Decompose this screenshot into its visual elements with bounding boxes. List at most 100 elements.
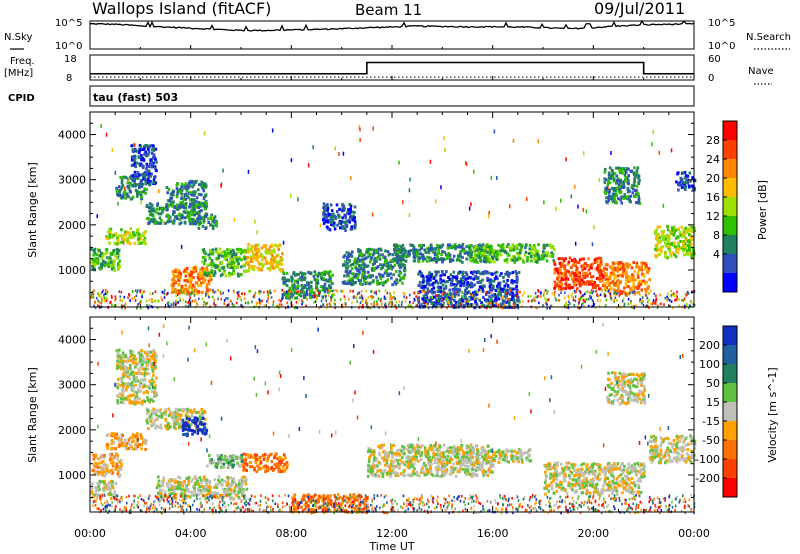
power-cell [347,218,351,222]
power-cell [154,147,158,151]
power-cell [207,253,210,257]
power-cell [322,221,326,225]
power-cell [687,233,691,237]
power-cell [144,150,147,154]
power-cell [343,295,346,298]
power-cell [596,263,600,267]
power-cell [505,296,508,300]
power-cell [667,240,671,244]
power-cell [351,301,353,305]
power-cell [118,194,122,197]
power-cell [272,300,275,303]
power-cell [329,213,332,216]
power-cell [209,251,212,255]
power-cell [479,272,482,276]
power-cell [683,186,686,190]
power-cell [598,277,601,280]
power-cell [225,297,227,300]
power-cell [145,165,149,169]
power-cell [136,175,139,179]
power-cell [617,197,620,201]
power-cell [201,266,204,270]
power-cell [617,166,620,170]
power-cell [316,298,318,301]
power-cell [544,251,548,255]
power-cell [389,272,392,276]
power-cell [656,225,660,229]
power-cell [143,152,146,156]
power-cell [251,300,253,304]
power-cell [112,262,116,266]
power-cell [691,237,695,241]
power-cell [685,294,687,297]
power-cell [201,277,205,281]
power-cell [149,160,152,164]
power-cell [113,242,117,245]
power-cell [435,294,438,297]
power-cell [93,259,97,263]
power-cell [478,251,482,255]
power-cell [444,253,448,257]
power-cell [300,290,303,293]
power-cell [213,303,215,306]
power-cell [631,273,634,277]
power-cell [356,300,358,303]
power-cell [515,258,519,262]
power-cell [124,238,127,242]
power-cell [96,248,100,251]
power-cell [117,262,120,266]
power-cell [647,267,651,270]
power-cell [222,271,226,275]
power-cell [537,295,539,298]
power-cell [487,271,490,275]
power-cell [675,294,678,297]
power-cell [170,303,172,306]
power-cell [619,280,622,284]
power-cell [348,260,351,264]
power-cell [112,234,115,238]
power-cell [191,192,195,196]
power-cell [123,304,126,308]
power-cell [567,306,570,309]
power-cell [611,193,615,197]
power-cell [525,243,528,247]
power-cell [289,298,291,301]
power-cell [638,279,641,283]
power-cell [376,282,379,286]
power-cell [263,291,265,294]
power-cell [105,256,109,260]
power-cell [348,252,351,256]
power-cell [120,181,124,185]
power-cell [365,289,367,293]
power-cell [161,298,163,302]
power-cell [358,264,361,267]
power-cell [489,288,492,292]
power-cell [229,250,233,254]
power-cell [113,269,116,272]
power-cell [654,237,658,241]
power-cell [358,124,360,129]
power-cell [398,254,401,258]
power-cell [600,279,604,283]
power-cell [353,257,357,261]
velocity-cell [116,472,120,476]
power-cell [371,289,373,293]
power-cell [102,263,105,267]
power-cell [474,258,478,262]
power-cell [128,232,131,236]
power-cell [640,264,644,268]
power-cell [615,166,618,170]
power-cell [446,246,450,250]
power-cell [364,256,368,260]
power-cell [587,257,590,261]
power-cell [631,278,635,282]
power-cell [490,175,493,180]
power-cell [105,251,109,255]
power-cell [115,297,117,300]
power-cell [577,204,579,209]
power-cell [454,300,458,304]
cpid-text: tau (fast) 503 [93,91,178,104]
power-cell [299,288,303,292]
power-cell [443,250,447,254]
power-colorbar-band [723,159,737,179]
